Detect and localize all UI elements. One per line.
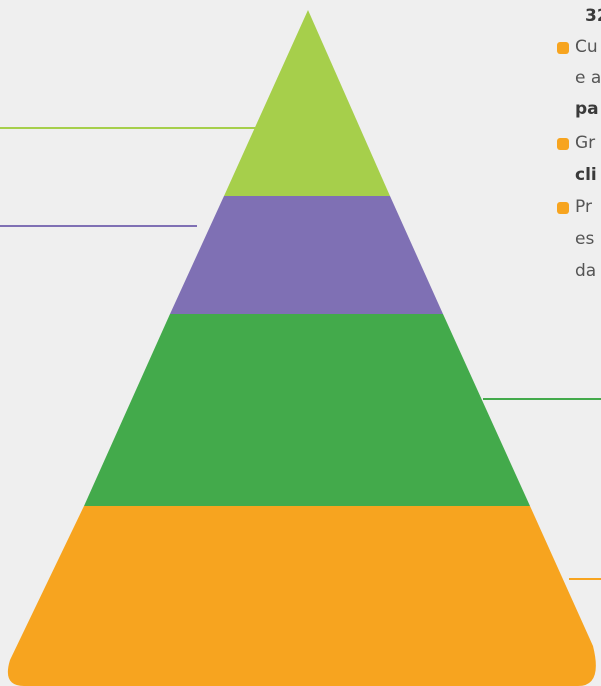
pyramid-tier-third <box>84 314 530 506</box>
text-fragment-9: da <box>575 261 597 281</box>
pyramid-tier-top <box>224 10 390 196</box>
bullet-icon-3 <box>557 202 569 214</box>
text-fragment-1: 32 <box>585 6 601 26</box>
connector-lines <box>0 127 601 580</box>
pyramid-tiers <box>7 10 596 686</box>
bullet-icon-1 <box>557 42 569 54</box>
bullet-icon-2 <box>557 138 569 150</box>
text-fragment-6: cli <box>575 165 597 185</box>
text-fragment-4: pa <box>575 99 599 119</box>
text-fragment-7: Pr <box>575 197 592 217</box>
pyramid-tier-second <box>170 196 443 314</box>
pyramid-tier-bottom <box>7 506 596 686</box>
text-fragment-8: es <box>575 229 595 249</box>
text-fragment-5: Gr <box>575 133 596 153</box>
text-fragment-3: e a <box>575 68 601 88</box>
text-fragment-2: Cu <box>575 37 598 57</box>
